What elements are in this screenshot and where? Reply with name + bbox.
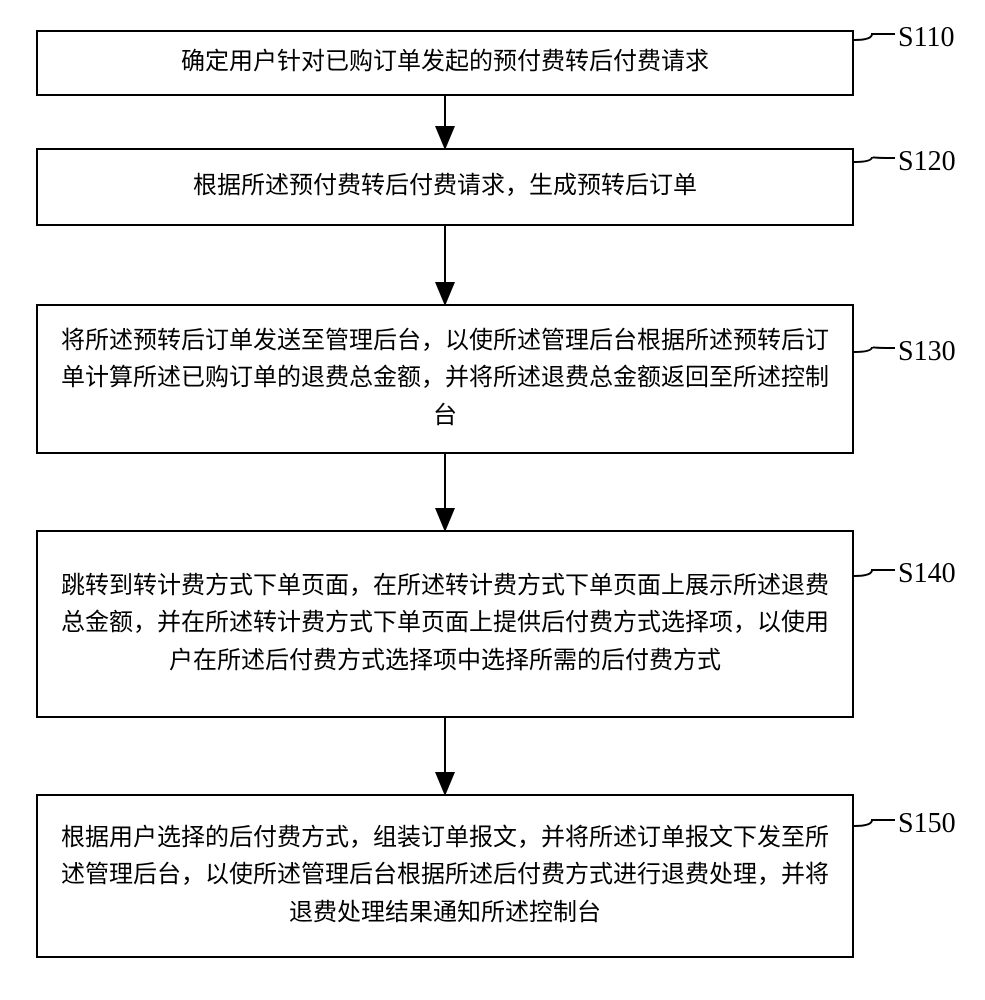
step-text: 根据用户选择的后付费方式，组装订单报文，并将所述订单报文下发至所述管理后台，以使… [56, 820, 834, 932]
step-label-s120: S120 [898, 146, 956, 178]
flowchart-container: 确定用户针对已购订单发起的预付费转后付费请求 根据所述预付费转后付费请求，生成预… [0, 0, 985, 1000]
step-label-s130: S130 [898, 336, 956, 368]
flow-step-s130: 将所述预转后订单发送至管理后台，以使所述管理后台根据所述预转后订单计算所述已购订… [36, 304, 854, 454]
step-label-s140: S140 [898, 558, 956, 590]
step-label-s110: S110 [898, 22, 955, 54]
step-label-s150: S150 [898, 808, 956, 840]
flow-step-s150: 根据用户选择的后付费方式，组装订单报文，并将所述订单报文下发至所述管理后台，以使… [36, 794, 854, 958]
flow-step-s120: 根据所述预付费转后付费请求，生成预转后订单 [36, 148, 854, 226]
step-text: 根据所述预付费转后付费请求，生成预转后订单 [193, 168, 697, 205]
flow-step-s140: 跳转到转计费方式下单页面，在所述转计费方式下单页面上展示所述退费总金额，并在所述… [36, 530, 854, 718]
step-text: 跳转到转计费方式下单页面，在所述转计费方式下单页面上展示所述退费总金额，并在所述… [56, 568, 834, 680]
flow-step-s110: 确定用户针对已购订单发起的预付费转后付费请求 [36, 30, 854, 96]
step-text: 确定用户针对已购订单发起的预付费转后付费请求 [181, 44, 709, 81]
step-text: 将所述预转后订单发送至管理后台，以使所述管理后台根据所述预转后订单计算所述已购订… [56, 323, 834, 435]
